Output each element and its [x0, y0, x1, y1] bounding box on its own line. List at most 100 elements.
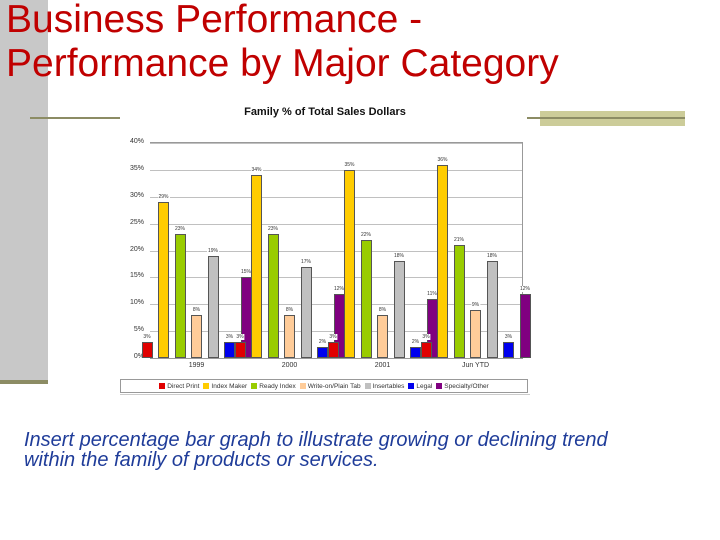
legend-item: Write-on/Plain Tab — [299, 382, 361, 390]
y-tick-label: 30% — [129, 191, 144, 199]
bar-value-label: 11% — [426, 290, 438, 297]
bar-value-label: 3% — [224, 333, 235, 340]
gridline — [150, 277, 522, 279]
y-tick-label: 35% — [129, 164, 144, 172]
legend-item: Index Maker — [203, 383, 247, 390]
bar-direct-print-1999 — [141, 341, 153, 358]
legend-item: Direct Print — [159, 383, 199, 390]
y-tick-label: 0% — [133, 353, 144, 360]
legend-label: Insertables — [372, 382, 405, 390]
y-tick-label: 40% — [129, 138, 144, 145]
x-tick-label: Jun YTD — [461, 362, 490, 369]
chart-legend: Direct Print Index Maker Ready Index Write-… — [120, 379, 528, 393]
y-tick-label: 10% — [129, 299, 144, 307]
bar-ready-index-1999 — [174, 234, 186, 358]
bar-insertables-jun-ytd — [486, 261, 498, 358]
legend-swatch-icon — [364, 383, 371, 389]
bar-ready-index-2000 — [267, 234, 279, 358]
bar-value-label: 3% — [328, 333, 338, 340]
bar-write-on-plain-tab-2000 — [284, 315, 295, 358]
bar-value-label: 9% — [470, 301, 481, 308]
title-rule-left — [30, 117, 120, 119]
slide-caption: Insert percentage bar graph to illustrat… — [24, 429, 608, 471]
bar-write-on-plain-tab-jun-ytd — [470, 309, 481, 358]
slide-title-line2: Performance by Major Category — [6, 42, 559, 85]
bar-direct-print-2001 — [327, 341, 339, 358]
legend-label: Direct Print — [167, 382, 200, 390]
bar-value-label: 29% — [157, 194, 170, 201]
chart-title: Family % of Total Sales Dollars — [244, 106, 406, 118]
bar-insertables-1999 — [207, 255, 219, 358]
legend-swatch-icon — [159, 383, 166, 389]
gridline — [150, 143, 522, 144]
bar-value-label: 35% — [343, 161, 356, 168]
bar-ready-index-2001 — [360, 239, 372, 358]
bar-value-label: 21% — [452, 237, 466, 244]
y-tick-label: 25% — [129, 218, 144, 226]
bar-index-maker-1999 — [158, 202, 169, 358]
bar-value-label: 3% — [142, 333, 152, 340]
bar-value-label: 23% — [173, 226, 187, 233]
x-tick-label: 2000 — [281, 362, 298, 369]
bar-value-label: 3% — [235, 333, 245, 340]
bar-direct-print-jun-ytd — [420, 341, 432, 358]
bar-index-maker-jun-ytd — [437, 164, 448, 358]
slide-title-line1: Business Performance - — [6, 0, 423, 41]
bar-value-label: 22% — [359, 231, 373, 238]
legend-label: Legal — [416, 382, 433, 390]
bar-write-on-plain-tab-1999 — [191, 315, 202, 358]
bar-value-label: 17% — [299, 258, 313, 265]
legend-label: Ready Index — [259, 382, 296, 390]
bar-value-label: 34% — [250, 167, 263, 174]
bar-index-maker-2000 — [251, 175, 262, 358]
y-tick-label: 5% — [133, 326, 144, 334]
bar-index-maker-2001 — [344, 169, 355, 358]
gridline — [150, 196, 522, 198]
gridline — [150, 223, 522, 225]
bar-legal-2000 — [317, 347, 328, 358]
gridline — [150, 169, 522, 171]
y-tick-label: 15% — [129, 272, 144, 280]
x-tick-label: 1999 — [188, 362, 205, 369]
legend-item: Ready Index — [251, 383, 296, 390]
bar-ready-index-jun-ytd — [453, 245, 465, 358]
legend-label: Write-on/Plain Tab — [307, 382, 361, 390]
slide-title: Business Performance - Performance by Ma… — [6, 0, 559, 86]
chart-plot-area: 3% 29% 23% 8% 19% 3% 15% 3% 34% 23% 8% 17% 2% 12% 3% 35… — [141, 142, 532, 359]
gridline — [150, 250, 522, 252]
bar-specialty-other-jun-ytd — [519, 293, 531, 358]
decorative-sidebar — [0, 0, 48, 383]
legend-item: Legal — [408, 383, 432, 390]
legend-item: Insertables — [364, 382, 405, 390]
x-tick-label: 2001 — [374, 362, 391, 369]
legend-label: Specialty/Other — [444, 382, 489, 390]
bar-value-label: 8% — [284, 307, 295, 313]
bar-legal-1999 — [224, 341, 235, 358]
bar-value-label: 19% — [206, 247, 220, 254]
bar-direct-print-2000 — [234, 341, 246, 358]
bar-legal-jun-ytd — [503, 341, 514, 358]
bar-value-label: 15% — [239, 269, 253, 276]
bar-value-label: 18% — [392, 253, 406, 260]
legend-swatch-icon — [436, 383, 443, 389]
legend-item: Specialty/Other — [436, 382, 489, 390]
bar-value-label: 2% — [317, 339, 328, 346]
bar-value-label: 8% — [377, 307, 388, 313]
bar-value-label: 3% — [421, 333, 431, 340]
bar-insertables-2000 — [300, 266, 312, 358]
legend-swatch-icon — [251, 383, 258, 389]
bar-value-label: 8% — [191, 307, 202, 313]
bar-legal-2001 — [410, 347, 421, 358]
legend-label: Index Maker — [211, 382, 248, 390]
legend-swatch-icon — [203, 383, 210, 389]
legend-swatch-icon — [408, 383, 415, 389]
bar-write-on-plain-tab-2001 — [377, 315, 388, 358]
bar-value-label: 12% — [518, 285, 532, 292]
y-tick-label: 20% — [129, 245, 144, 253]
legend-swatch-icon — [299, 383, 306, 389]
bar-value-label: 18% — [485, 253, 499, 260]
sidebar-accent-rule — [0, 380, 48, 384]
bar-value-label: 23% — [266, 226, 280, 233]
bar-value-label: 36% — [436, 156, 449, 163]
title-rule-right — [527, 117, 685, 119]
